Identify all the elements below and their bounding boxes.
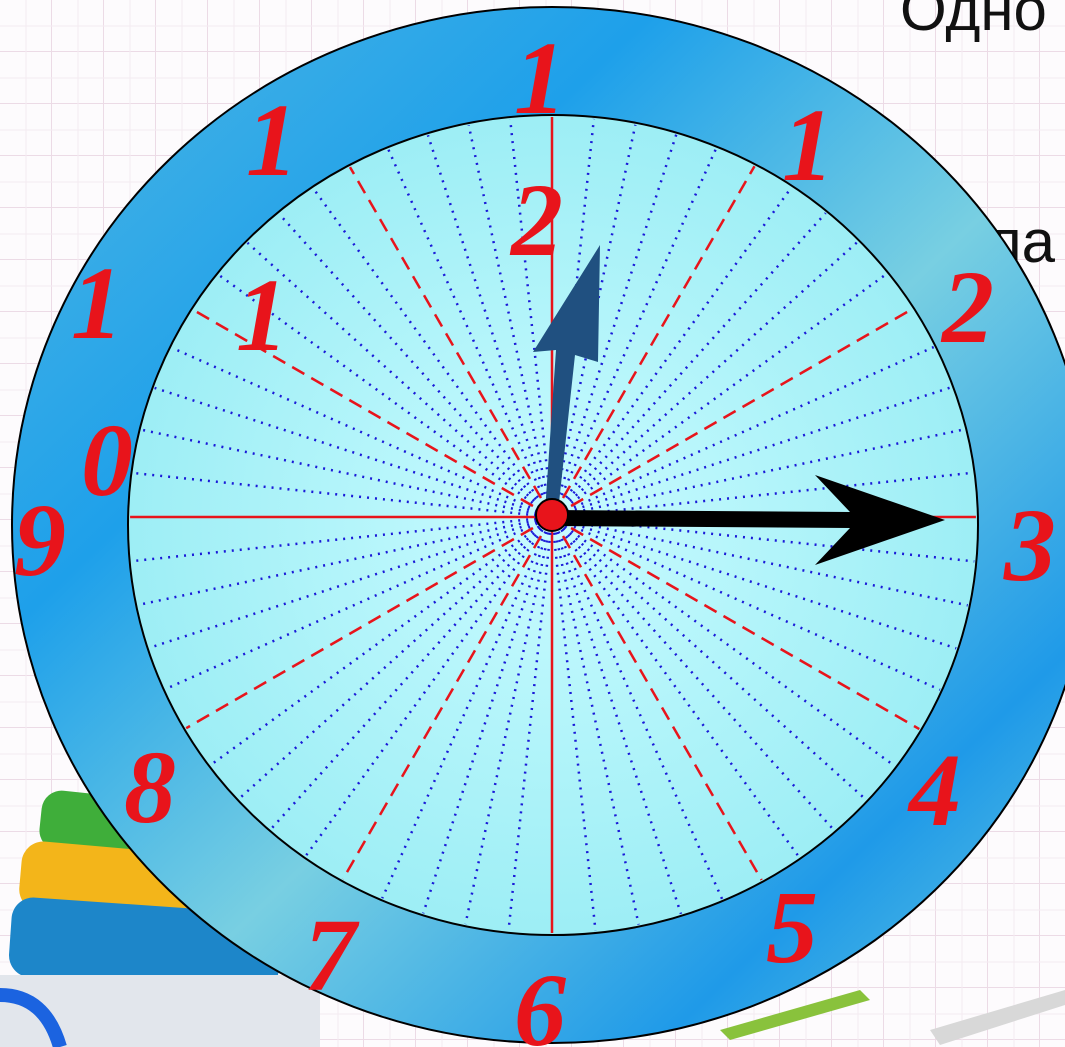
face-line [550,516,640,925]
numeral: 1 [246,83,298,198]
face-line [551,471,973,519]
face-line [551,515,920,731]
face-line [508,118,554,518]
numeral: 2 [509,163,563,278]
face-line [422,516,554,914]
minute-hand [552,475,945,565]
numeral: 6 [514,953,566,1047]
face-line [341,516,554,880]
face-line [507,516,554,931]
face-line [551,345,935,519]
face-line [550,516,724,900]
numeral: 1 [236,258,288,373]
face-line [131,515,553,563]
numeral: 0 [81,403,133,518]
face-line [165,515,553,691]
clock: 1 1 1 2 1 1 2 0 9 3 4 8 5 7 6 [11,6,1065,1047]
numeral: 1 [514,21,566,136]
face-line [154,386,553,519]
numeral: 5 [766,870,818,985]
face-line [550,165,756,518]
face-line [550,516,597,932]
face-line [192,308,553,519]
face-line [551,515,896,767]
face-line [551,386,952,519]
hour-hand [533,245,600,512]
numeral: 1 [71,246,123,361]
face-line [426,134,554,518]
numeral: 3 [1003,488,1056,603]
face-line [270,516,553,830]
face-line [304,516,554,857]
face-line [550,134,678,518]
clock-center [535,498,569,532]
face-line [387,148,554,518]
face-line [137,515,553,607]
numeral: 2 [940,250,994,365]
face-line [550,516,763,881]
face-line [551,515,941,691]
face-line [381,516,554,899]
face-line [149,515,553,649]
face-line [185,515,553,730]
numeral: 8 [124,730,176,845]
face-line [551,515,975,563]
face-line [348,166,554,518]
face-line [464,516,554,925]
numeral: 7 [304,898,360,1013]
face-line [551,272,888,519]
face-line [551,308,913,519]
face-line [550,516,683,915]
numeral: 1 [782,88,834,203]
numeral: 4 [907,733,961,848]
numeral: 9 [14,483,66,598]
slide-text: Одно [900,0,1047,43]
face-line [467,124,554,518]
face-line [141,428,553,519]
face-line [550,148,718,518]
